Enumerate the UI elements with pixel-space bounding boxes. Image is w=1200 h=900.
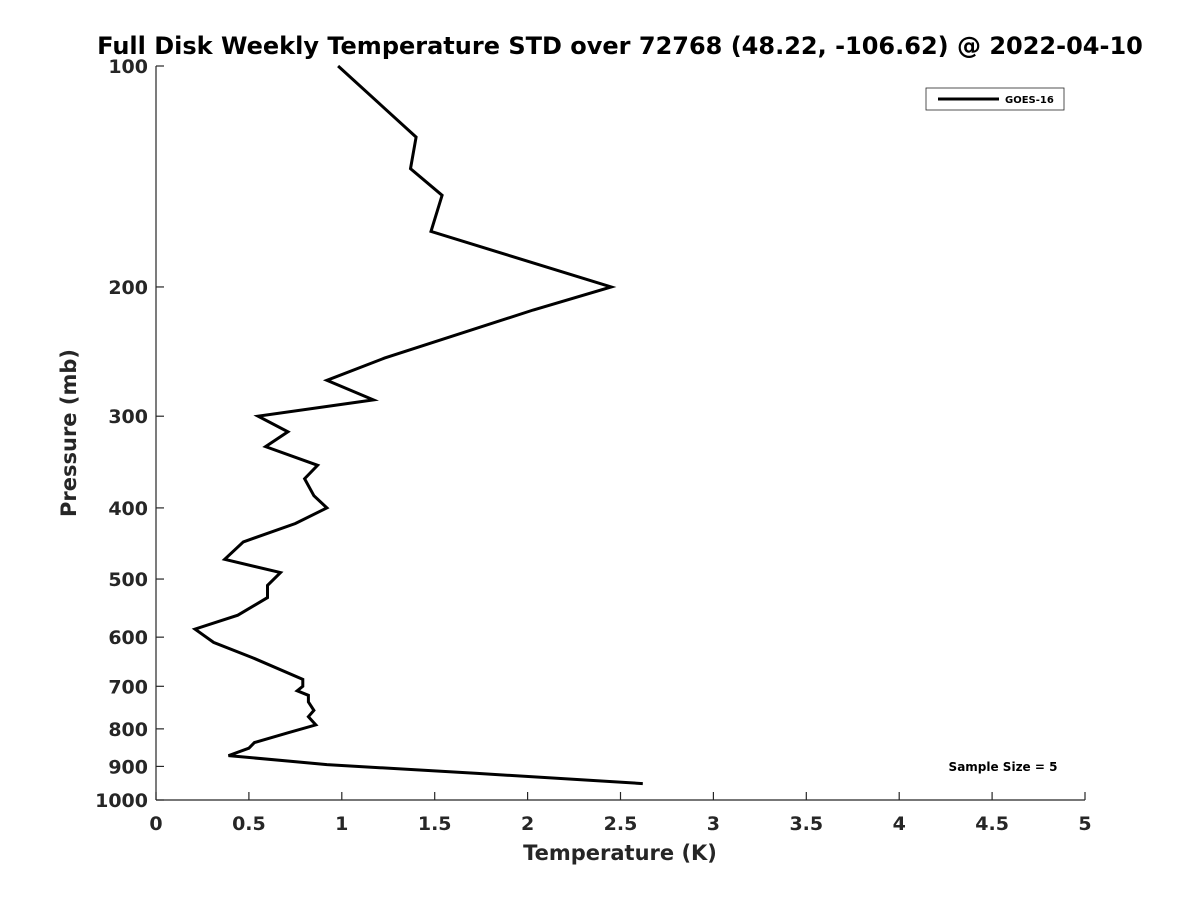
- x-tick-label: 0.5: [232, 813, 266, 835]
- y-tick-group: 100 200 300 400 500 600 700 800 900 1000: [95, 56, 164, 812]
- y-axis-label: Pressure (mb): [57, 349, 81, 517]
- y-tick-label: 1000: [95, 790, 148, 812]
- sample-size-annotation: Sample Size = 5: [949, 760, 1058, 774]
- x-tick-label: 0: [149, 813, 162, 835]
- x-tick-group: 0 0.5 1 1.5 2 2.5 3 3.5 4 4.5 5: [149, 792, 1092, 835]
- x-tick-label: 4.5: [975, 813, 1009, 835]
- x-tick-label: 4: [893, 813, 906, 835]
- y-tick-label: 200: [108, 277, 148, 299]
- y-tick-label: 900: [108, 756, 148, 778]
- x-tick-label: 2: [521, 813, 534, 835]
- x-tick-label: 1: [335, 813, 348, 835]
- x-tick-label: 1.5: [418, 813, 452, 835]
- series-line-goes-16: [191, 64, 643, 786]
- x-tick-label: 3.5: [789, 813, 823, 835]
- x-tick-label: 3: [707, 813, 720, 835]
- legend-entry-goes-16: GOES-16: [1005, 95, 1054, 106]
- x-tick-label: 2.5: [604, 813, 638, 835]
- y-tick-label: 100: [108, 56, 148, 78]
- y-tick-label: 500: [108, 569, 148, 591]
- y-tick-label: 600: [108, 627, 148, 649]
- plot-area: 0 0.5 1 1.5 2 2.5 3 3.5 4 4.5 5 100 200 300 400 500 600…: [95, 56, 1092, 835]
- x-tick-label: 5: [1078, 813, 1091, 835]
- chart-title: Full Disk Weekly Temperature STD over 72…: [97, 32, 1143, 60]
- y-tick-label: 700: [108, 676, 148, 698]
- legend: GOES-16: [925, 87, 1065, 111]
- y-tick-label: 300: [108, 406, 148, 428]
- series-layer: [191, 64, 643, 786]
- y-tick-label: 800: [108, 719, 148, 741]
- y-tick-label: 400: [108, 498, 148, 520]
- x-axis-label: Temperature (K): [523, 841, 717, 865]
